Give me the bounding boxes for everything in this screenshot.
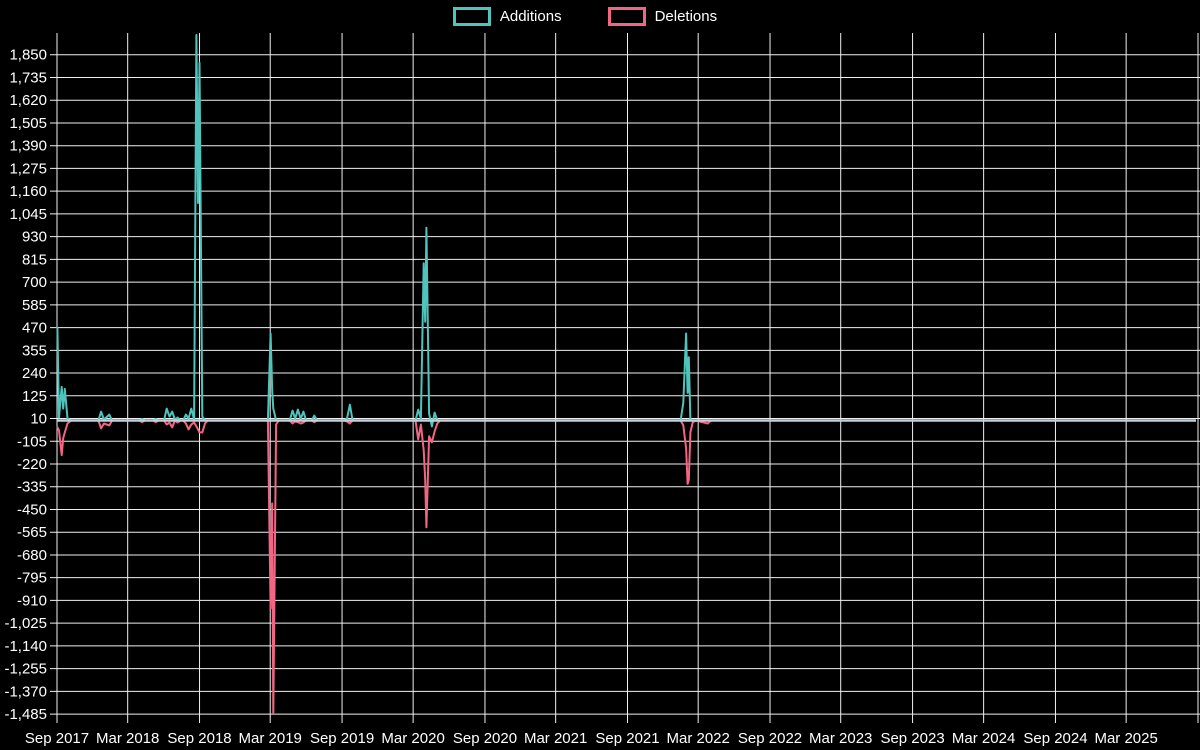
deletions-legend-swatch-icon (607, 7, 646, 26)
x-axis-tick-label: Mar 2020 (381, 730, 444, 747)
legend-item-additions[interactable]: Additions (452, 7, 562, 26)
chart-legend: Additions Deletions (0, 7, 1170, 26)
y-axis-tick-label: 355 (22, 342, 47, 359)
additions-series-line (56, 34, 1195, 428)
y-axis-tick-label: 1,045 (9, 206, 47, 223)
y-axis-tick-label: 125 (22, 388, 47, 405)
x-axis-tick-label: Mar 2021 (524, 730, 587, 747)
x-axis-tick-label: Sep 2020 (453, 730, 517, 747)
y-axis-tick-label: -795 (17, 570, 47, 587)
x-axis-tick-label: Mar 2024 (952, 730, 1015, 747)
x-axis-tick-label: Sep 2023 (880, 730, 944, 747)
x-axis-tick-label: Sep 2024 (1023, 730, 1087, 747)
x-axis-tick-label: Sep 2022 (738, 730, 802, 747)
legend-item-deletions[interactable]: Deletions (607, 7, 718, 26)
y-axis-tick-label: -1,255 (4, 661, 47, 678)
x-axis-tick-label: Mar 2018 (96, 730, 159, 747)
additions-legend-label: Additions (499, 8, 562, 25)
y-axis-tick-label: -335 (17, 479, 47, 496)
x-axis-tick-label: Sep 2019 (310, 730, 374, 747)
y-axis-tick-label: 1,275 (9, 160, 47, 177)
y-axis-tick-label: 470 (22, 320, 47, 337)
y-axis-tick-label: 10 (30, 411, 47, 428)
x-axis-tick-label: Mar 2023 (809, 730, 872, 747)
y-axis-tick-label: 585 (22, 297, 47, 314)
y-axis-tick-label: -1,485 (4, 706, 47, 723)
y-axis-tick-label: -1,025 (4, 615, 47, 632)
additions-legend-swatch-icon (452, 7, 491, 26)
y-axis-tick-label: 1,160 (9, 183, 47, 200)
x-axis-tick-label: Mar 2022 (666, 730, 729, 747)
y-axis-tick-label: 1,505 (9, 115, 47, 132)
y-axis-tick-label: -1,140 (4, 638, 47, 655)
x-axis-tick-label: Sep 2017 (25, 730, 89, 747)
x-axis-tick-label: Mar 2019 (239, 730, 302, 747)
x-axis-tick-label: Sep 2018 (167, 730, 231, 747)
x-axis-tick-label: Mar 2025 (1094, 730, 1157, 747)
x-axis-tick-label: Sep 2021 (595, 730, 659, 747)
y-axis-tick-label: 1,390 (9, 138, 47, 155)
y-axis-tick-label: 700 (22, 274, 47, 291)
y-axis-tick-label: -565 (17, 524, 47, 541)
y-axis-tick-label: 1,735 (9, 69, 47, 86)
y-axis-tick-label: 240 (22, 365, 47, 382)
y-axis-tick-label: 1,620 (9, 92, 47, 109)
y-axis-tick-label: -450 (17, 501, 47, 518)
y-axis-tick-label: 1,850 (9, 47, 47, 64)
y-axis-tick-label: -105 (17, 433, 47, 450)
y-axis-tick-label: -680 (17, 547, 47, 564)
y-axis-tick-label: -1,370 (4, 683, 47, 700)
y-axis-tick-label: 930 (22, 229, 47, 246)
y-axis-tick-label: -910 (17, 592, 47, 609)
y-axis-tick-label: -220 (17, 456, 47, 473)
deletions-series-line (56, 419, 1195, 715)
y-axis-tick-label: 815 (22, 251, 47, 268)
deletions-legend-label: Deletions (654, 8, 718, 25)
